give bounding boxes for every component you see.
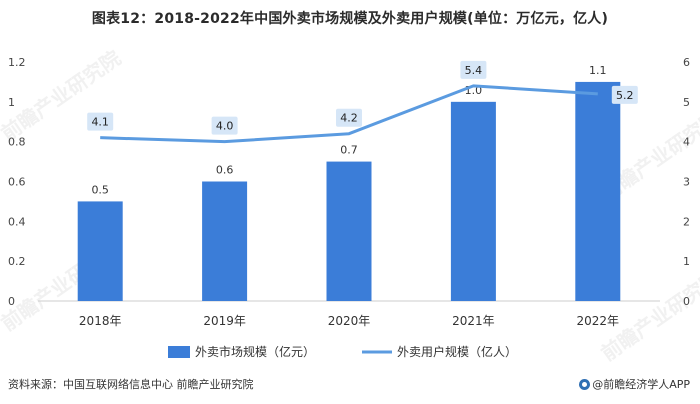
- line-value-label-bg: [611, 85, 638, 104]
- x-axis-categories: 2018年 2019年 2020年 2021年 2022年: [79, 314, 619, 328]
- bar-value-label: 0.5: [91, 183, 109, 196]
- left-axis-tick-label: 0.2: [8, 255, 26, 268]
- line-value-label-bg: [87, 112, 114, 131]
- line-value-label: 5.2: [616, 89, 634, 102]
- left-axis-tick-label: 1.2: [8, 56, 26, 69]
- right-axis-tick-label: 2: [683, 215, 690, 228]
- legend: 外卖市场规模（亿元） 外卖用户规模（亿人）: [168, 344, 517, 359]
- bar-value-label: 1.1: [589, 64, 607, 77]
- brand-mark: @前瞻经济学人APP: [579, 376, 690, 392]
- line-value-label: 5.4: [465, 64, 483, 77]
- right-axis-tick-label: 0: [683, 295, 690, 308]
- brand-text: @前瞻经济学人APP: [592, 378, 690, 391]
- left-axis-tick-label: 0.6: [8, 176, 26, 189]
- chart-title: 图表12：2018-2022年中国外卖市场规模及外卖用户规模(单位：万亿元，亿人…: [91, 11, 609, 27]
- line-value-label: 4.0: [216, 120, 234, 133]
- legend-bar-swatch: [168, 346, 190, 358]
- line-value-label: 4.1: [91, 116, 109, 129]
- brand-logo-icon: [579, 378, 591, 390]
- line-value-labels: 4.1 4.0 4.2 5.4 5.2: [87, 60, 638, 135]
- right-axis-ticks: 0 1 2 3 4 5 6: [683, 56, 690, 308]
- bar: [575, 81, 621, 302]
- bar: [202, 181, 248, 301]
- line-value-label: 4.2: [340, 112, 358, 125]
- x-axis-category-label: 2022年: [577, 314, 620, 328]
- line-value-label-bg: [336, 108, 362, 127]
- left-axis-tick-label: 0: [8, 295, 15, 308]
- bar-series: [77, 81, 621, 302]
- left-axis-tick-label: 1: [8, 96, 15, 109]
- right-axis-tick-label: 4: [683, 136, 690, 149]
- right-axis-tick-label: 1: [683, 255, 690, 268]
- bar: [450, 101, 496, 301]
- x-axis-category-label: 2021年: [452, 314, 495, 328]
- left-axis-tick-label: 0.4: [8, 215, 26, 228]
- legend-line-label: 外卖用户规模（亿人）: [397, 344, 517, 359]
- x-axis-category-label: 2018年: [79, 314, 122, 328]
- line-series: [100, 84, 598, 144]
- left-axis-tick-label: 0.8: [8, 136, 26, 149]
- bar: [77, 201, 123, 301]
- right-axis-tick-label: 6: [683, 56, 690, 69]
- right-axis-tick-label: 5: [683, 96, 690, 109]
- x-axis-category-label: 2020年: [328, 314, 371, 328]
- line-value-label-bg: [211, 116, 238, 135]
- x-axis-category-label: 2019年: [203, 314, 246, 328]
- bar-value-label: 0.7: [340, 144, 358, 157]
- left-axis-ticks: 0 0.2 0.4 0.6 0.8 1 1.2: [8, 56, 26, 308]
- legend-bar-label: 外卖市场规模（亿元）: [195, 344, 315, 359]
- source-note: 资料来源：中国互联网络信息中心 前瞻产业研究院: [8, 378, 254, 391]
- line-value-label-bg: [460, 60, 487, 79]
- bar: [326, 161, 372, 301]
- right-axis-tick-label: 3: [683, 176, 690, 189]
- bar-value-label: 0.6: [216, 164, 234, 177]
